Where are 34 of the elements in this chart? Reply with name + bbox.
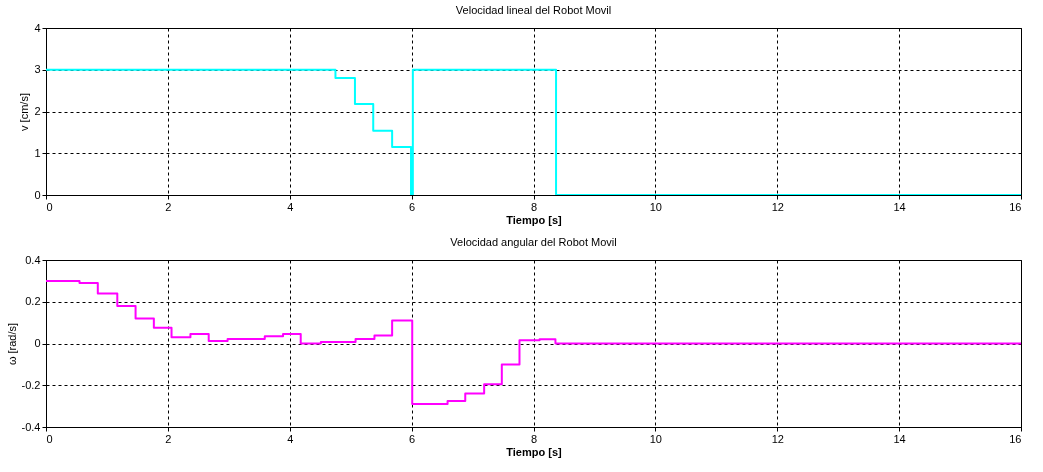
y-tick-label: 0 (34, 337, 41, 349)
x-tick-label: 16 (1009, 432, 1022, 445)
y-tick-label: 1 (34, 146, 41, 159)
x-tick-label: 10 (649, 432, 662, 445)
x-axis-title: Tiempo [s] (506, 445, 563, 458)
chart-title: Velocidad angular del Robot Movil (450, 236, 617, 248)
x-tick-label: 14 (893, 200, 906, 213)
y-tick-label: 0 (34, 188, 41, 201)
x-tick-label: 2 (165, 432, 172, 445)
x-tick-label: 8 (530, 432, 538, 445)
x-tick-label: 16 (1009, 200, 1022, 213)
x-tick-label: 6 (409, 432, 416, 445)
y-tick-label: -0.4 (21, 420, 41, 433)
y-axis-title: ω [rad/s] (5, 322, 18, 366)
chart-title: Velocidad lineal del Robot Movil (455, 4, 612, 16)
x-tick-label: 12 (771, 432, 784, 445)
y-tick-label: -0.2 (21, 378, 41, 391)
x-axis-title: Tiempo [s] (506, 213, 563, 226)
x-tick-label: 12 (771, 200, 784, 213)
x-tick-label: 2 (165, 200, 172, 213)
y-axis-title: v [cm/s] (18, 93, 31, 131)
y-tick-label: 0.4 (25, 253, 41, 266)
x-tick-label: 10 (649, 200, 662, 213)
x-tick-label: 4 (287, 432, 294, 445)
x-tick-label: 8 (530, 200, 538, 213)
x-tick-label: 0 (46, 200, 53, 213)
x-tick-label: 4 (287, 200, 294, 213)
x-tick-label: 0 (46, 432, 53, 445)
y-tick-label: 4 (34, 21, 41, 34)
y-tick-label: 2 (34, 105, 41, 117)
x-tick-label: 14 (893, 432, 906, 445)
y-tick-label: 0.2 (25, 295, 41, 308)
y-tick-label: 3 (34, 63, 41, 76)
x-tick-label: 6 (409, 200, 416, 213)
